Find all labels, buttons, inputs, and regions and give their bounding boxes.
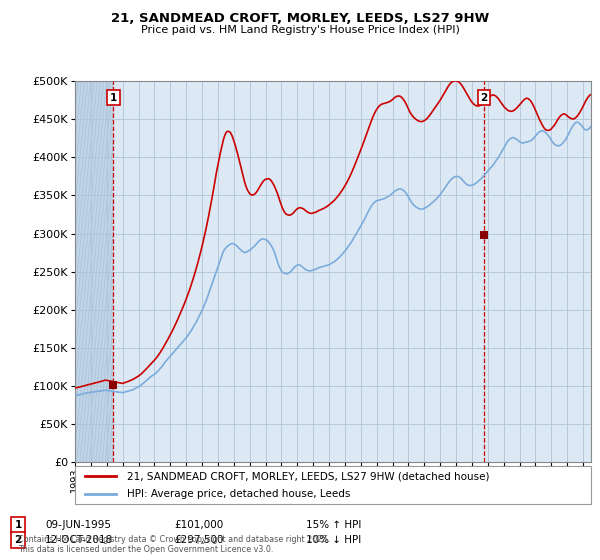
Text: 10% ↓ HPI: 10% ↓ HPI — [306, 535, 361, 545]
Text: Price paid vs. HM Land Registry's House Price Index (HPI): Price paid vs. HM Land Registry's House … — [140, 25, 460, 35]
Text: 1: 1 — [110, 92, 117, 102]
Text: 09-JUN-1995: 09-JUN-1995 — [45, 520, 111, 530]
Text: Contains HM Land Registry data © Crown copyright and database right 2025.
This d: Contains HM Land Registry data © Crown c… — [18, 535, 330, 554]
Text: 2: 2 — [14, 535, 22, 545]
Text: 2: 2 — [480, 92, 487, 102]
Text: 1: 1 — [14, 520, 22, 530]
FancyBboxPatch shape — [75, 466, 591, 504]
Text: £297,500: £297,500 — [174, 535, 223, 545]
Text: 12-OCT-2018: 12-OCT-2018 — [45, 535, 113, 545]
Text: 21, SANDMEAD CROFT, MORLEY, LEEDS, LS27 9HW (detached house): 21, SANDMEAD CROFT, MORLEY, LEEDS, LS27 … — [127, 471, 489, 481]
Text: 21, SANDMEAD CROFT, MORLEY, LEEDS, LS27 9HW: 21, SANDMEAD CROFT, MORLEY, LEEDS, LS27 … — [111, 12, 489, 25]
Text: 15% ↑ HPI: 15% ↑ HPI — [306, 520, 361, 530]
Text: HPI: Average price, detached house, Leeds: HPI: Average price, detached house, Leed… — [127, 489, 350, 499]
Text: £101,000: £101,000 — [174, 520, 223, 530]
